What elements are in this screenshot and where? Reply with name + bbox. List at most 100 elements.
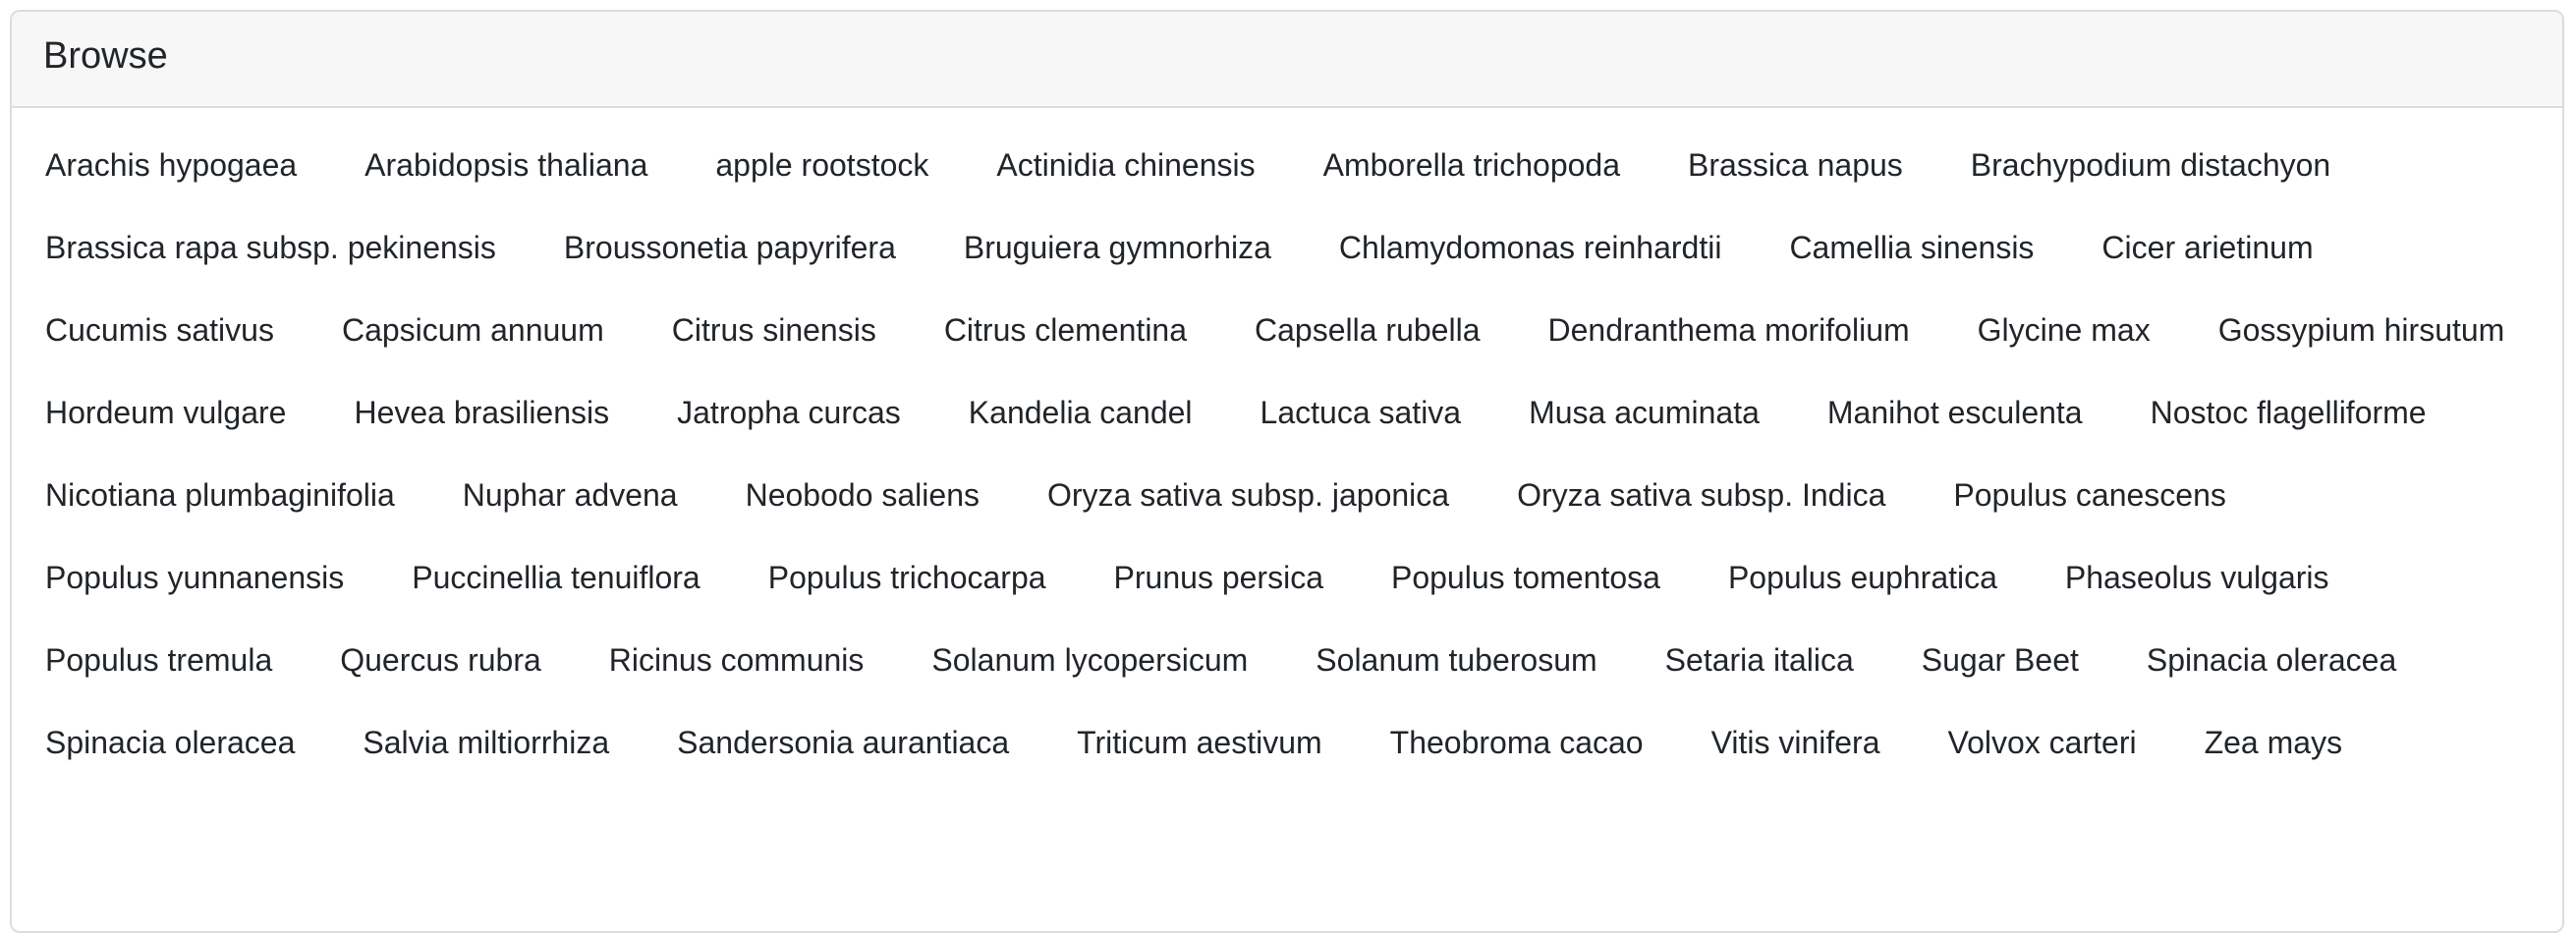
list-item: Populus trichocarpa (768, 536, 1046, 619)
species-link[interactable]: Sugar Beet (1921, 642, 2079, 678)
species-link[interactable]: Actinidia chinensis (996, 147, 1256, 183)
species-link[interactable]: Dendranthema morifolium (1547, 312, 1910, 348)
species-link[interactable]: Chlamydomonas reinhardtii (1338, 230, 1722, 265)
list-item: Solanum tuberosum (1316, 619, 1596, 701)
species-link[interactable]: Broussonetia papyrifera (563, 230, 896, 265)
list-item: Nostoc flagelliforme (2151, 371, 2427, 454)
species-link[interactable]: Ricinus communis (608, 642, 865, 678)
species-link[interactable]: Kandelia candel (968, 395, 1193, 430)
list-item: Glycine max (1978, 289, 2151, 371)
list-item: Vitis vinifera (1711, 701, 1880, 784)
species-link[interactable]: Sandersonia aurantiaca (677, 725, 1010, 760)
species-link[interactable]: Musa acuminata (1529, 395, 1760, 430)
species-link[interactable]: Nostoc flagelliforme (2150, 395, 2427, 430)
species-link[interactable]: Spinacia oleracea (2146, 642, 2397, 678)
species-link[interactable]: Populus tomentosa (1390, 560, 1660, 595)
list-item: Capsella rubella (1255, 289, 1480, 371)
species-link[interactable]: Bruguiera gymnorhiza (963, 230, 1271, 265)
species-link[interactable]: Prunus persica (1113, 560, 1323, 595)
species-link[interactable]: Jatropha curcas (677, 395, 901, 430)
species-link[interactable]: Populus euphratica (1727, 560, 1997, 595)
species-link[interactable]: Solanum lycopersicum (931, 642, 1249, 678)
species-link[interactable]: Puccinellia tenuiflora (412, 560, 700, 595)
list-item: Sandersonia aurantiaca (677, 701, 1009, 784)
species-link[interactable]: Oryza sativa subsp. japonica (1046, 477, 1450, 513)
species-link[interactable]: Salvia miltiorrhiza (363, 725, 610, 760)
species-link[interactable]: Neobodo saliens (745, 477, 980, 513)
list-item: Ricinus communis (609, 619, 865, 701)
species-link[interactable]: Arachis hypogaea (45, 147, 298, 183)
species-link[interactable]: Volvox carteri (1947, 725, 2137, 760)
browse-panel-title: Browse (43, 34, 168, 77)
species-link[interactable]: Populus tremula (45, 642, 273, 678)
browse-panel: Browse Arachis hypogaea Arabidopsis thali… (10, 10, 2564, 933)
list-item: Volvox carteri (1948, 701, 2137, 784)
species-link[interactable]: Brassica rapa subsp. pekinensis (45, 230, 496, 265)
list-item: Manihot esculenta (1827, 371, 2083, 454)
list-item: Populus yunnanensis (45, 536, 344, 619)
list-item: Nuphar advena (463, 454, 678, 536)
species-link[interactable]: Gossypium hirsutum (2217, 312, 2505, 348)
species-link[interactable]: Oryza sativa subsp. Indica (1517, 477, 1886, 513)
species-link[interactable]: Populus yunnanensis (45, 560, 345, 595)
list-item: Camellia sinensis (1789, 206, 2034, 289)
list-item: Prunus persica (1114, 536, 1323, 619)
list-item: Puccinellia tenuiflora (412, 536, 700, 619)
species-link[interactable]: Triticum aestivum (1077, 725, 1322, 760)
species-link[interactable]: Quercus rubra (340, 642, 541, 678)
species-link[interactable]: Camellia sinensis (1789, 230, 2035, 265)
list-item: Oryza sativa subsp. Indica (1517, 454, 1885, 536)
list-item: Solanum lycopersicum (931, 619, 1248, 701)
list-item: Salvia miltiorrhiza (363, 701, 609, 784)
species-link[interactable]: Theobroma cacao (1389, 725, 1644, 760)
list-item: Capsicum annuum (342, 289, 604, 371)
list-item: Arabidopsis thaliana (364, 124, 647, 206)
species-link[interactable]: Brachypodium distachyon (1970, 147, 2331, 183)
species-link[interactable]: Hevea brasiliensis (354, 395, 610, 430)
list-item: Arachis hypogaea (45, 124, 297, 206)
list-item: Dendranthema morifolium (1547, 289, 1909, 371)
species-link[interactable]: Glycine max (1977, 312, 2151, 348)
species-link[interactable]: Arabidopsis thaliana (364, 147, 648, 183)
species-link[interactable]: Vitis vinifera (1710, 725, 1880, 760)
list-item: Spinacia oleracea (2147, 619, 2396, 701)
list-item: Zea mays (2205, 701, 2342, 784)
species-link[interactable]: Phaseolus vulgaris (2064, 560, 2329, 595)
species-link[interactable]: Nuphar advena (462, 477, 678, 513)
list-item: Citrus sinensis (672, 289, 876, 371)
list-item: Populus tomentosa (1391, 536, 1660, 619)
list-item: Neobodo saliens (746, 454, 980, 536)
species-link[interactable]: Nicotiana plumbaginifolia (45, 477, 395, 513)
list-item: Cicer arietinum (2101, 206, 2313, 289)
species-link[interactable]: Citrus sinensis (671, 312, 876, 348)
species-list: Arachis hypogaea Arabidopsis thaliana appl… (45, 124, 2531, 784)
list-item: Spinacia oleracea (45, 701, 295, 784)
species-link[interactable]: apple rootstock (715, 147, 929, 183)
species-link[interactable]: Capsicum annuum (341, 312, 604, 348)
browse-panel-body: Arachis hypogaea Arabidopsis thaliana appl… (12, 108, 2562, 784)
species-link[interactable]: Amborella trichopoda (1322, 147, 1621, 183)
species-link[interactable]: Populus trichocarpa (767, 560, 1046, 595)
species-link[interactable]: Cucumis sativus (45, 312, 274, 348)
species-link[interactable]: Lactuca sativa (1260, 395, 1462, 430)
list-item: Setaria italica (1665, 619, 1854, 701)
list-item: Nicotiana plumbaginifolia (45, 454, 395, 536)
species-link[interactable]: Brassica napus (1688, 147, 1903, 183)
list-item: Musa acuminata (1529, 371, 1760, 454)
list-item: Kandelia candel (969, 371, 1193, 454)
species-link[interactable]: Spinacia oleracea (45, 725, 296, 760)
species-link[interactable]: Cicer arietinum (2101, 230, 2314, 265)
species-link[interactable]: Hordeum vulgare (45, 395, 287, 430)
species-link[interactable]: Manihot esculenta (1826, 395, 2083, 430)
species-link[interactable]: Setaria italica (1664, 642, 1854, 678)
list-item: Cucumis sativus (45, 289, 274, 371)
species-link[interactable]: Zea mays (2204, 725, 2343, 760)
list-item: Brassica napus (1688, 124, 1903, 206)
list-item: Jatropha curcas (677, 371, 901, 454)
species-link[interactable]: Populus canescens (1953, 477, 2226, 513)
species-link[interactable]: Solanum tuberosum (1316, 642, 1597, 678)
list-item: Broussonetia papyrifera (564, 206, 896, 289)
list-item: Actinidia chinensis (996, 124, 1255, 206)
species-link[interactable]: Capsella rubella (1255, 312, 1481, 348)
species-link[interactable]: Citrus clementina (943, 312, 1188, 348)
